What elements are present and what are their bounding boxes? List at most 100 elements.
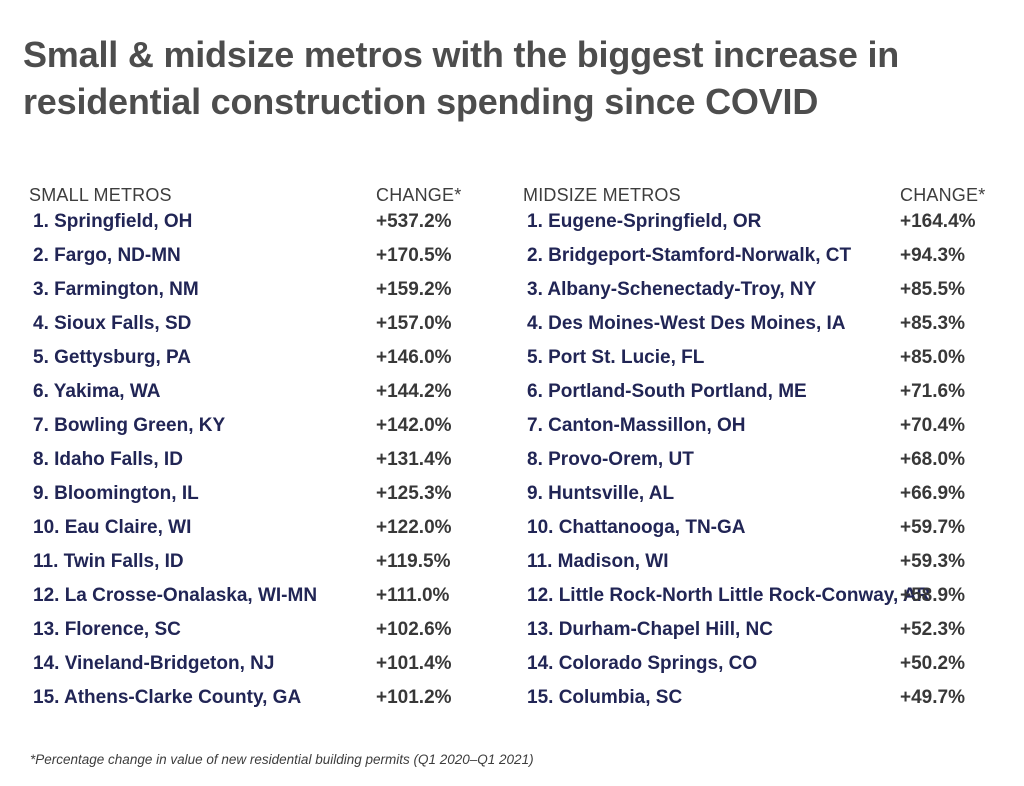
table-row: 14. Colorado Springs, CO +50.2% (523, 647, 989, 681)
change-value: +537.2% (376, 211, 452, 232)
metro-name: 7. Canton-Massillon, OH (527, 415, 746, 436)
table-row: 9. Bloomington, IL +125.3% (29, 477, 523, 511)
small-metros-table: SMALL METROS CHANGE* 1. Springfield, OH +… (29, 185, 523, 715)
table-row: 8. Idaho Falls, ID +131.4% (29, 443, 523, 477)
table-row: 8. Provo-Orem, UT +68.0% (523, 443, 989, 477)
table-row: 3. Farmington, NM +159.2% (29, 273, 523, 307)
change-value: +59.3% (900, 551, 965, 572)
change-value: +170.5% (376, 245, 452, 266)
tables-container: SMALL METROS CHANGE* 1. Springfield, OH +… (29, 185, 989, 715)
change-value: +71.6% (900, 381, 965, 402)
table-row: 1. Springfield, OH +537.2% (29, 205, 523, 239)
metro-name: 15. Athens-Clarke County, GA (33, 687, 302, 708)
metro-name: 10. Eau Claire, WI (33, 517, 192, 538)
metro-name: 8. Idaho Falls, ID (33, 449, 183, 470)
midsize-metros-table-body: 1. Eugene-Springfield, OR +164.4% 2. Bridg… (523, 205, 989, 715)
table-row: 7. Bowling Green, KY +142.0% (29, 409, 523, 443)
metro-name: 12. Little Rock-North Little Rock-Conway… (527, 585, 931, 606)
page-title: Small & midsize metros with the biggest … (23, 31, 899, 125)
metro-name: 1. Eugene-Springfield, OR (527, 211, 762, 232)
table-row: 3. Albany-Schenectady-Troy, NY +85.5% (523, 273, 989, 307)
metro-name: 14. Colorado Springs, CO (527, 653, 758, 674)
table-row: 6. Yakima, WA +144.2% (29, 375, 523, 409)
metro-name: 6. Portland-South Portland, ME (527, 381, 807, 402)
small-metros-table-body: 1. Springfield, OH +537.2% 2. Fargo, ND-MN… (29, 205, 523, 715)
table-row: 7. Canton-Massillon, OH +70.4% (523, 409, 989, 443)
change-value: +50.2% (900, 653, 965, 674)
change-value: +146.0% (376, 347, 452, 368)
midsize-metros-table: MIDSIZE METROS CHANGE* 1. Eugene-Springf… (523, 185, 989, 715)
table-row: 10. Eau Claire, WI +122.0% (29, 511, 523, 545)
table-row: 2. Bridgeport-Stamford-Norwalk, CT +94.3% (523, 239, 989, 273)
table-row: 13. Durham-Chapel Hill, NC +52.3% (523, 613, 989, 647)
metro-name: 4. Sioux Falls, SD (33, 313, 192, 334)
table-row: 5. Port St. Lucie, FL +85.0% (523, 341, 989, 375)
table-row: 13. Florence, SC +102.6% (29, 613, 523, 647)
small-metros-column-header: SMALL METROS (29, 185, 172, 205)
change-value: +164.4% (900, 211, 976, 232)
change-value: +58.9% (900, 585, 965, 606)
change-value: +111.0% (376, 585, 450, 606)
metro-name: 5. Port St. Lucie, FL (527, 347, 705, 368)
change-value: +52.3% (900, 619, 965, 640)
table-row: 14. Vineland-Bridgeton, NJ +101.4% (29, 647, 523, 681)
change-value: +85.3% (900, 313, 965, 334)
metro-name: 10. Chattanooga, TN-GA (527, 517, 746, 538)
midsize-metros-column-header: MIDSIZE METROS (523, 185, 681, 205)
footnote: *Percentage change in value of new resid… (30, 752, 534, 767)
metro-name: 9. Bloomington, IL (33, 483, 199, 504)
change-value: +102.6% (376, 619, 452, 640)
metro-name: 13. Durham-Chapel Hill, NC (527, 619, 773, 640)
metro-name: 11. Twin Falls, ID (33, 551, 184, 572)
change-value: +49.7% (900, 687, 965, 708)
change-value: +70.4% (900, 415, 965, 436)
change-value: +144.2% (376, 381, 452, 402)
table-row: 15. Athens-Clarke County, GA +101.2% (29, 681, 523, 715)
table-row: 12. La Crosse-Onalaska, WI-MN +111.0% (29, 579, 523, 613)
metro-name: 9. Huntsville, AL (527, 483, 675, 504)
metro-name: 12. La Crosse-Onalaska, WI-MN (33, 585, 318, 606)
metro-name: 13. Florence, SC (33, 619, 181, 640)
table-row: 15. Columbia, SC +49.7% (523, 681, 989, 715)
metro-name: 2. Bridgeport-Stamford-Norwalk, CT (527, 245, 852, 266)
change-value: +159.2% (376, 279, 452, 300)
metro-name: 1. Springfield, OH (33, 211, 193, 232)
midsize-metros-table-header: MIDSIZE METROS CHANGE* (523, 185, 989, 205)
table-row: 11. Madison, WI +59.3% (523, 545, 989, 579)
metro-name: 11. Madison, WI (527, 551, 669, 572)
metro-name: 15. Columbia, SC (527, 687, 683, 708)
table-row: 10. Chattanooga, TN-GA +59.7% (523, 511, 989, 545)
table-row: 9. Huntsville, AL +66.9% (523, 477, 989, 511)
metro-name: 5. Gettysburg, PA (33, 347, 192, 368)
change-value: +131.4% (376, 449, 452, 470)
change-value: +66.9% (900, 483, 965, 504)
metro-name: 2. Fargo, ND-MN (33, 245, 181, 266)
metro-name: 4. Des Moines-West Des Moines, IA (527, 313, 846, 334)
midsize-change-column-header: CHANGE* (900, 185, 986, 205)
change-value: +85.5% (900, 279, 965, 300)
table-row: 12. Little Rock-North Little Rock-Conway… (523, 579, 989, 613)
metro-name: 14. Vineland-Bridgeton, NJ (33, 653, 275, 674)
change-value: +101.2% (376, 687, 452, 708)
change-value: +59.7% (900, 517, 965, 538)
small-metros-table-header: SMALL METROS CHANGE* (29, 185, 523, 205)
table-row: 11. Twin Falls, ID +119.5% (29, 545, 523, 579)
small-change-column-header: CHANGE* (376, 185, 462, 205)
change-value: +119.5% (376, 551, 451, 572)
metro-name: 8. Provo-Orem, UT (527, 449, 694, 470)
table-row: 2. Fargo, ND-MN +170.5% (29, 239, 523, 273)
table-row: 5. Gettysburg, PA +146.0% (29, 341, 523, 375)
page-title-line1: Small & midsize metros with the biggest … (23, 34, 900, 75)
change-value: +142.0% (376, 415, 452, 436)
change-value: +94.3% (900, 245, 965, 266)
table-row: 1. Eugene-Springfield, OR +164.4% (523, 205, 989, 239)
change-value: +125.3% (376, 483, 452, 504)
metro-name: 3. Farmington, NM (33, 279, 199, 300)
metro-name: 7. Bowling Green, KY (33, 415, 226, 436)
table-row: 4. Des Moines-West Des Moines, IA +85.3% (523, 307, 989, 341)
table-row: 6. Portland-South Portland, ME +71.6% (523, 375, 989, 409)
change-value: +122.0% (376, 517, 452, 538)
page-title-line2: residential construction spending since … (23, 81, 819, 122)
change-value: +157.0% (376, 313, 452, 334)
